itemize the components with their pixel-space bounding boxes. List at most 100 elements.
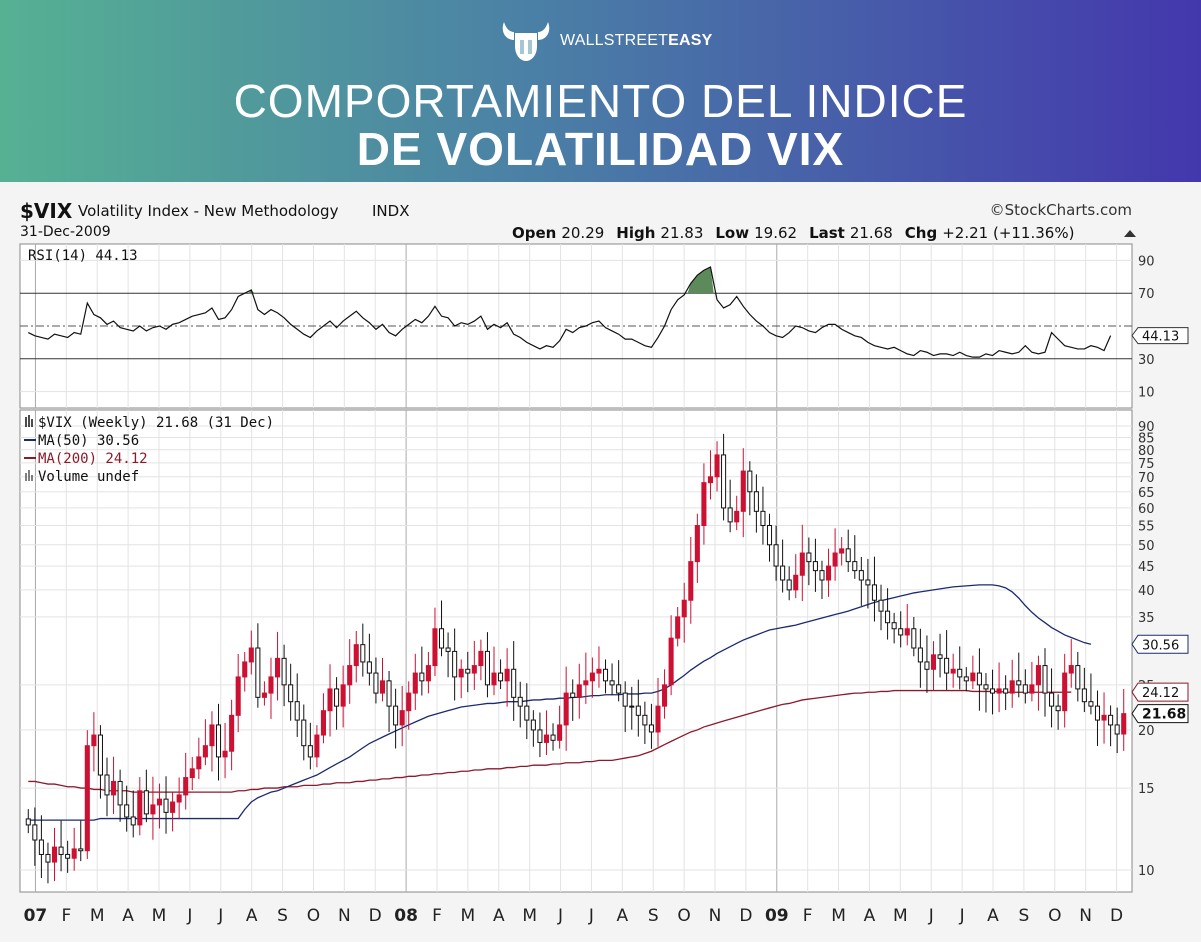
candle [609,663,615,696]
candle [51,827,58,882]
candle [294,673,300,737]
candle [917,628,923,688]
candle [970,655,976,690]
open-label: Open [512,224,556,242]
x-tick-label: J [217,906,223,926]
candle-body [117,780,123,806]
rsi-series [28,266,1112,358]
rsi-overbought-fill [687,266,714,294]
candle-body [1022,684,1028,694]
candle-body [911,628,917,649]
low-value: 19.62 [754,224,797,242]
candle-body [261,692,267,698]
candle-body [288,684,294,703]
candle [766,513,773,562]
candle [911,616,917,657]
candle [1003,675,1009,710]
price-tick-label: 70 [1138,471,1155,486]
candle [812,538,818,592]
candle [347,639,353,704]
candle [1114,707,1120,754]
candle-body [596,668,602,674]
candle-body [917,647,923,663]
candle-body [675,616,681,639]
candle-body [1068,665,1074,674]
x-tick-label: M [90,906,105,926]
candle [353,630,359,683]
candle-body [124,804,130,818]
rsi-tick-label: 70 [1138,287,1155,302]
candle-body [1055,705,1061,712]
candle [373,657,379,704]
candle [655,677,661,747]
candle [760,486,766,545]
price-tick-label: 10 [1138,864,1155,879]
candle-body [130,816,136,826]
candle-body [701,482,707,527]
price-tick-label: 15 [1138,782,1155,797]
candle [1075,651,1081,702]
candle-body [930,654,937,670]
x-tick-label: J [557,906,563,926]
candle-body [45,853,51,863]
x-tick-label: A [617,906,629,926]
candle [550,723,556,751]
candle [1009,659,1015,708]
legend: $VIX (Weekly) 21.68 (31 Dec) MA(50) 30.56… [24,415,274,485]
candle [563,666,569,751]
candle-body [294,701,300,721]
candle-body [871,584,877,601]
candle-body [806,552,812,563]
candle [25,809,31,834]
price-value-tag [1131,704,1189,724]
candle-body [937,654,943,659]
candle-body [904,628,910,636]
candle-body [622,692,628,707]
volume-glyph-icon [25,470,33,481]
candle [819,560,825,600]
candle-body [209,724,215,747]
candle-body [1081,688,1087,703]
candle [183,752,189,810]
candle-body [215,724,222,758]
candle [104,757,110,817]
candle-body [648,724,654,733]
price-tick-label: 50 [1138,539,1155,554]
candle [963,667,969,692]
price-value-tag-label: 24.12 [1142,686,1179,701]
candle [898,611,904,648]
candle-body [530,719,536,731]
candle [1081,667,1087,713]
candle [635,679,641,737]
candle-body [366,661,372,674]
candle [163,776,169,834]
x-tick-label: O [307,906,320,926]
candle-body [255,647,261,698]
candle-body [84,745,90,852]
candle-body [25,818,31,826]
candle [1108,705,1114,747]
x-tick-label: M [522,906,537,926]
price-tick-label: 80 [1138,444,1155,459]
legend-entry: MA(200) 24.12 [38,451,148,467]
legend-entry: Volume undef [38,469,139,485]
brand-name: WALLSTREETEASY [560,32,713,49]
candle [268,657,274,719]
header-banner: WALLSTREETEASY COMPORTAMIENTO DEL INDICE… [0,0,1201,182]
price-tick-label: 75 [1138,457,1155,472]
candle-body [1062,672,1068,712]
candle [806,537,812,586]
candle-body [858,570,864,581]
candle [91,712,97,772]
candle [852,535,858,579]
x-tick-label: A [493,906,505,926]
candle-body [629,705,635,708]
candle-body [379,680,386,694]
candle [156,783,163,829]
candle [924,635,930,693]
candle [596,646,602,688]
candle-body [576,684,582,698]
candle-body [438,628,445,649]
candle [707,450,714,500]
candle [314,725,320,768]
